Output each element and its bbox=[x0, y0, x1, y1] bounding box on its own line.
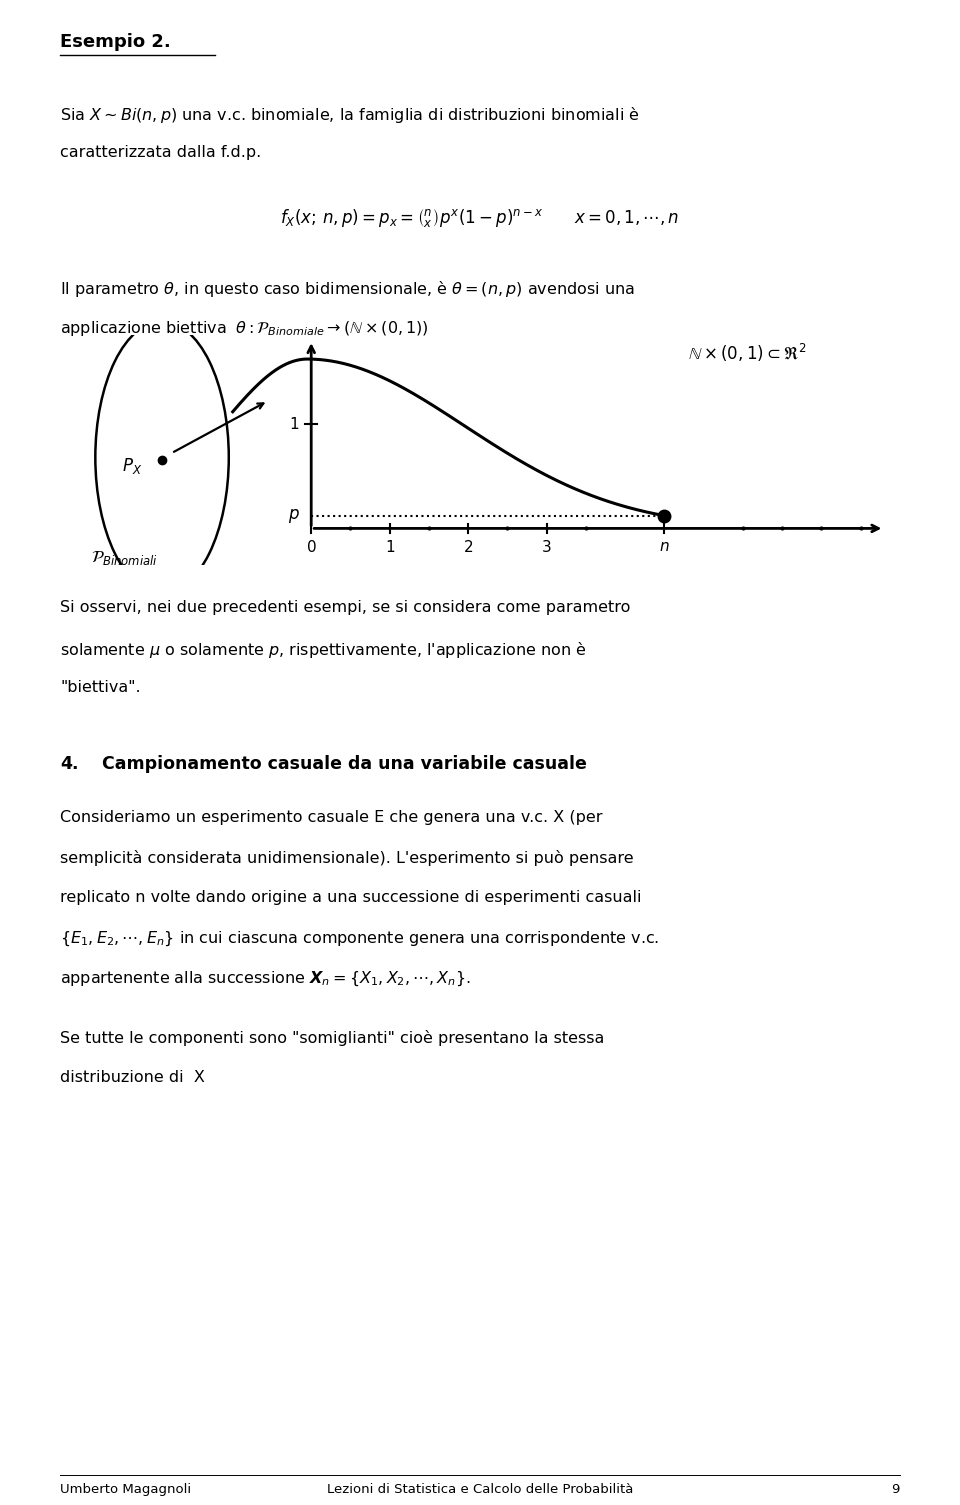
Text: solamente $\mu$ o solamente $p$, rispettivamente, l'applicazione non è: solamente $\mu$ o solamente $p$, rispett… bbox=[60, 640, 587, 661]
Text: $n$: $n$ bbox=[660, 539, 670, 554]
Text: "biettiva".: "biettiva". bbox=[60, 680, 140, 695]
Text: applicazione biettiva $\;\theta:\mathcal{P}_{Binomiale}\rightarrow(\mathbb{N}\ti: applicazione biettiva $\;\theta:\mathcal… bbox=[60, 319, 429, 339]
Text: distribuzione di  X: distribuzione di X bbox=[60, 1070, 204, 1085]
Text: Umberto Magagnoli: Umberto Magagnoli bbox=[60, 1482, 191, 1496]
Text: $1$: $1$ bbox=[385, 539, 395, 555]
Text: $3$: $3$ bbox=[541, 539, 552, 555]
Text: Lezioni di Statistica e Calcolo delle Probabilità: Lezioni di Statistica e Calcolo delle Pr… bbox=[326, 1482, 634, 1496]
Text: 4.: 4. bbox=[60, 756, 79, 774]
Text: 9: 9 bbox=[892, 1482, 900, 1496]
Text: semplicità considerata unidimensionale). L'esperimento si può pensare: semplicità considerata unidimensionale).… bbox=[60, 850, 634, 865]
Text: $1$: $1$ bbox=[289, 415, 300, 432]
Text: Si osservi, nei due precedenti esempi, se si considera come parametro: Si osservi, nei due precedenti esempi, s… bbox=[60, 600, 631, 616]
Text: Esempio 2.: Esempio 2. bbox=[60, 33, 171, 51]
Text: $\mathbb{N}\times(0,1)\subset\mathfrak{R}^2$: $\mathbb{N}\times(0,1)\subset\mathfrak{R… bbox=[688, 342, 806, 364]
Text: Consideriamo un esperimento casuale E che genera una v.c. X (per: Consideriamo un esperimento casuale E ch… bbox=[60, 810, 603, 825]
Text: Sia $X\sim Bi(n,p)$ una v.c. binomiale, la famiglia di distribuzioni binomiali è: Sia $X\sim Bi(n,p)$ una v.c. binomiale, … bbox=[60, 105, 639, 125]
Text: appartenente alla successione $\boldsymbol{X}_n=\{X_1,X_2,\cdots,X_n\}$.: appartenente alla successione $\boldsymb… bbox=[60, 971, 471, 989]
Text: Se tutte le componenti sono "somiglianti" cioè presentano la stessa: Se tutte le componenti sono "somiglianti… bbox=[60, 1029, 605, 1046]
Text: $P_X$: $P_X$ bbox=[122, 456, 142, 476]
Text: Campionamento casuale da una variabile casuale: Campionamento casuale da una variabile c… bbox=[102, 756, 587, 774]
Text: caratterizzata dalla f.d.p.: caratterizzata dalla f.d.p. bbox=[60, 144, 261, 160]
Text: $\mathcal{P}_{Binomiali}$: $\mathcal{P}_{Binomiali}$ bbox=[91, 549, 158, 567]
Text: $0$: $0$ bbox=[306, 539, 317, 555]
Text: $\{E_1,E_2,\cdots,E_n\}$ in cui ciascuna componente genera una corrispondente v.: $\{E_1,E_2,\cdots,E_n\}$ in cui ciascuna… bbox=[60, 930, 660, 948]
Text: Il parametro $\theta$, in questo caso bidimensionale, è $\theta=(n,p)$ avendosi : Il parametro $\theta$, in questo caso bi… bbox=[60, 278, 635, 299]
Text: $f_X(x;\,n,p) = p_x = \binom{n}{x}p^x(1-p)^{n-x} \qquad x=0,1,\cdots,n$: $f_X(x;\,n,p) = p_x = \binom{n}{x}p^x(1-… bbox=[280, 208, 680, 230]
Text: $2$: $2$ bbox=[463, 539, 473, 555]
Text: replicato n volte dando origine a una successione di esperimenti casuali: replicato n volte dando origine a una su… bbox=[60, 889, 641, 905]
Text: $p$: $p$ bbox=[288, 507, 300, 525]
